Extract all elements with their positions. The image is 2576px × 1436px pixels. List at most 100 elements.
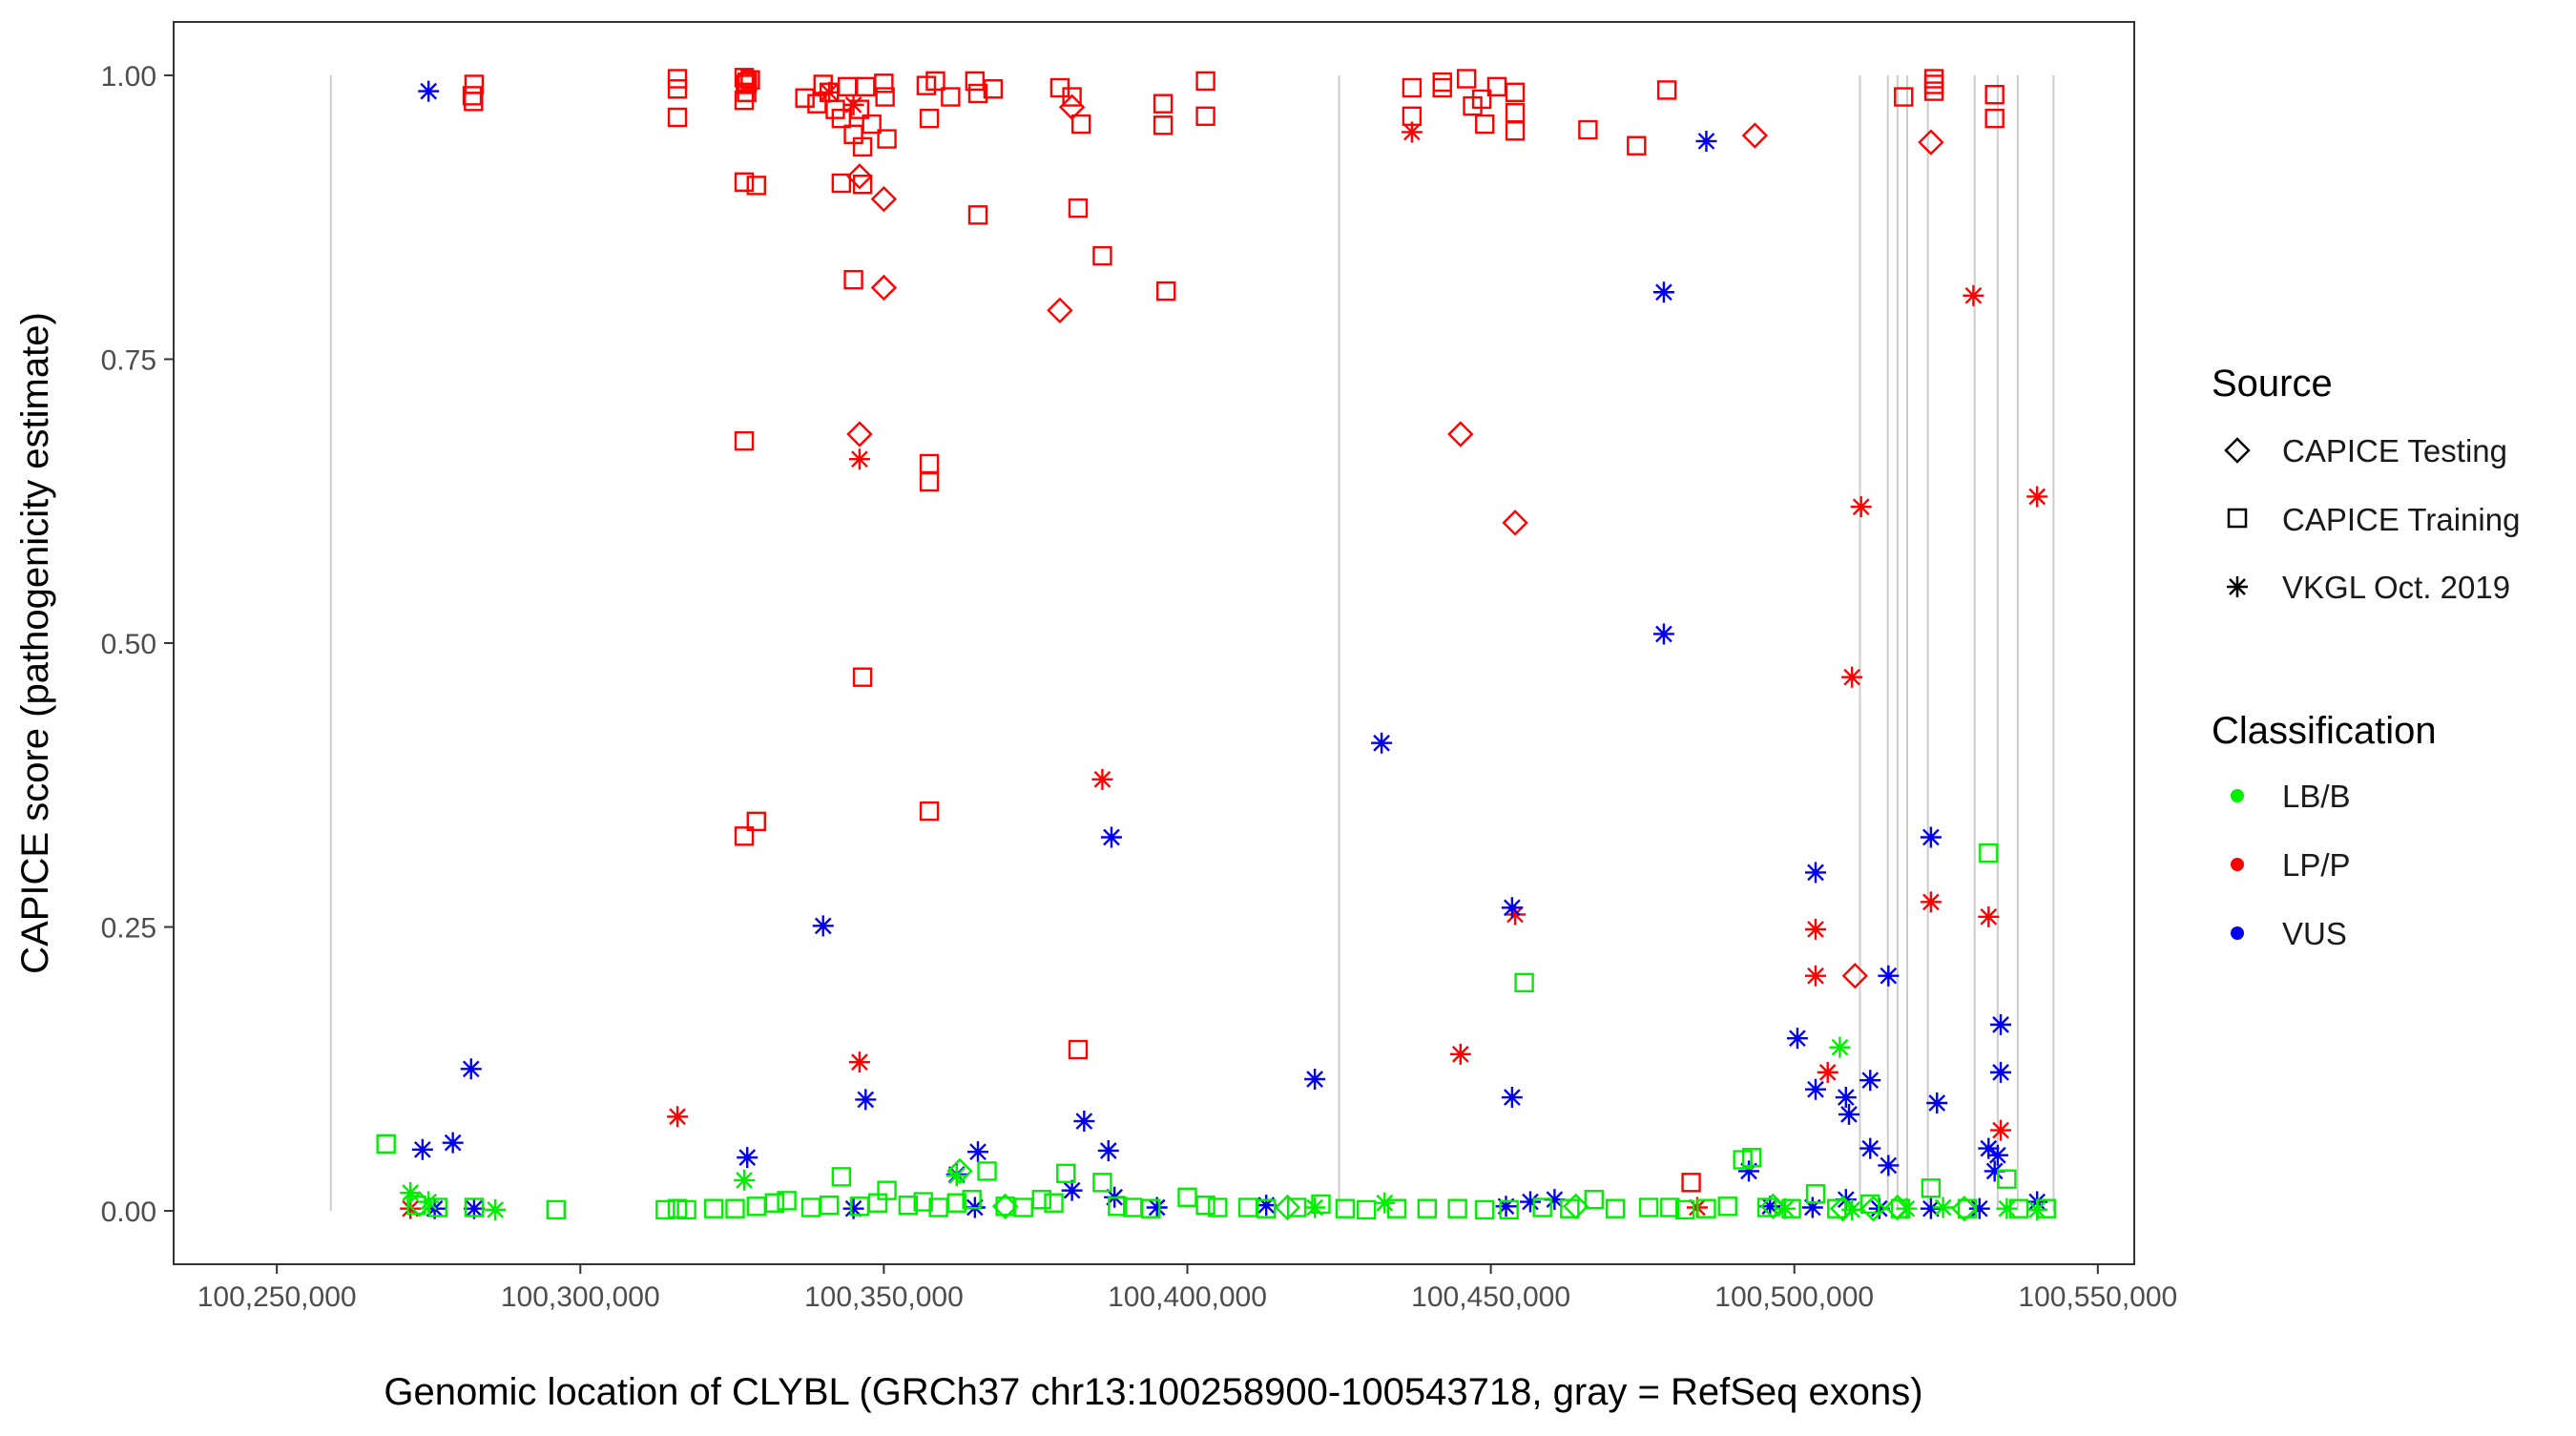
point-0-61	[1432, 77, 1452, 98]
point-2-0	[819, 81, 841, 103]
point-3-35	[1986, 1144, 2008, 1166]
point-0-20	[849, 99, 870, 119]
point-4-4	[546, 1199, 567, 1220]
point-2-5	[667, 1106, 689, 1128]
point-0-72	[1656, 80, 1677, 100]
point-0-79	[1984, 108, 2005, 129]
point-0-30	[941, 87, 961, 107]
point-3-19	[1695, 130, 1717, 152]
point-4-22	[946, 1193, 966, 1213]
point-1-7	[1502, 510, 1528, 536]
point-0-77	[1923, 81, 1944, 101]
point-0-21	[852, 136, 873, 157]
point-2-18	[1990, 1119, 2012, 1141]
point-6-1	[418, 1191, 440, 1213]
point-2-16	[1963, 284, 1984, 306]
point-4-52	[1605, 1198, 1626, 1218]
legend-label-vkgl: VKGL Oct. 2019	[2282, 570, 2510, 605]
point-0-55	[746, 811, 766, 832]
point-0-42	[746, 176, 766, 196]
point-2-12	[1804, 918, 1826, 940]
point-2-4	[848, 1051, 870, 1073]
point-6-12	[1996, 1197, 2018, 1219]
point-1-0	[846, 163, 873, 190]
point-0-43	[831, 173, 852, 194]
point-2-15	[1920, 891, 1942, 913]
point-3-33	[1990, 1013, 2012, 1035]
point-2-8	[1505, 904, 1527, 926]
point-0-10	[737, 72, 758, 93]
x-axis: 100,250,000 100,300,000 100,350,000 100,400…	[197, 1264, 2177, 1313]
point-4-38	[1257, 1198, 1277, 1218]
x-tick-label-0: 100,250,000	[197, 1281, 357, 1313]
point-0-74	[1894, 87, 1914, 107]
point-4-19	[898, 1195, 919, 1216]
point-0-24	[874, 73, 894, 94]
y-tick-label-4: 1.00	[101, 61, 156, 93]
point-3-10	[1061, 1179, 1083, 1201]
point-4-5	[655, 1199, 675, 1220]
point-4-8	[704, 1198, 724, 1218]
point-4-27	[1031, 1189, 1051, 1210]
point-4-9	[725, 1198, 745, 1218]
point-0-4	[667, 79, 688, 99]
point-3-25	[1835, 1087, 1857, 1109]
point-1-3	[846, 421, 873, 447]
point-3-46	[1519, 1191, 1541, 1213]
point-2-1	[842, 94, 864, 115]
point-0-64	[1471, 89, 1492, 110]
y-tick-label-3: 0.75	[101, 344, 156, 376]
point-2-11	[1850, 496, 1872, 518]
point-0-12	[795, 88, 815, 108]
point-3-26	[1859, 1070, 1881, 1092]
point-3-23	[1804, 1078, 1826, 1100]
point-4-3	[464, 1197, 485, 1217]
point-6-9	[1841, 1198, 1863, 1220]
point-3-4	[812, 915, 834, 937]
point-6-2	[485, 1198, 507, 1220]
point-1-9	[1841, 963, 1869, 989]
point-3-17	[1652, 623, 1674, 645]
point-0-46	[1068, 198, 1089, 219]
data-points	[376, 68, 2056, 1222]
point-5-6	[1829, 1195, 1857, 1222]
legend-key-lpp	[2231, 858, 2244, 871]
point-0-41	[734, 172, 755, 193]
point-4-68	[1979, 843, 1999, 864]
point-0-58	[1402, 77, 1423, 98]
point-3-39	[463, 1197, 485, 1219]
point-0-40	[1195, 106, 1215, 126]
point-3-40	[842, 1197, 864, 1219]
point-0-1	[462, 86, 483, 106]
point-0-5	[667, 107, 688, 128]
point-4-18	[877, 1180, 897, 1200]
legend-key-capice-testing	[2224, 437, 2251, 464]
point-0-71	[1627, 135, 1647, 156]
point-0-45	[967, 205, 988, 225]
point-5-9	[1951, 1195, 1978, 1222]
point-4-51	[1584, 1189, 1604, 1210]
series-2	[400, 81, 2048, 1219]
point-5-7	[1859, 1195, 1887, 1222]
point-4-45	[1447, 1198, 1467, 1218]
point-6-4	[945, 1165, 967, 1187]
point-4-0	[376, 1134, 396, 1155]
point-5-2	[991, 1193, 1019, 1219]
point-4-53	[1638, 1197, 1659, 1217]
point-0-3	[667, 69, 688, 89]
point-6-5	[1304, 1197, 1326, 1218]
point-4-14	[819, 1195, 840, 1216]
point-0-69	[1505, 121, 1526, 141]
point-0-52	[919, 471, 940, 492]
point-4-30	[1092, 1173, 1112, 1193]
point-5-4	[1562, 1193, 1589, 1219]
point-6-13	[2026, 1198, 2048, 1220]
series-0	[462, 68, 2005, 1193]
legend: Source CAPICE Testing CAPICE Training VK…	[2212, 363, 2520, 951]
point-3-8	[1097, 1139, 1119, 1161]
point-5-8	[1884, 1194, 1911, 1221]
point-3-13	[1304, 1069, 1326, 1091]
point-3-29	[1878, 1155, 1900, 1176]
point-3-34	[1990, 1061, 2012, 1083]
